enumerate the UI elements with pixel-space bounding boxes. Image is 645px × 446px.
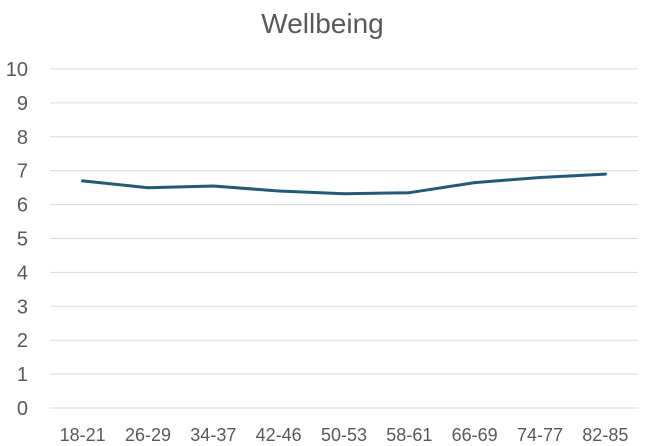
x-tick-label: 66-69: [452, 425, 498, 445]
y-tick-label: 3: [17, 296, 28, 318]
x-tick-label: 58-61: [386, 425, 432, 445]
data-point: [538, 175, 542, 179]
gridlines: [50, 68, 638, 409]
series-line: [81, 172, 607, 196]
x-axis-tick-labels: 18-21 26-29 34-37 42-46 50-53 58-61 66-69 74-77…: [60, 425, 629, 445]
x-tick-label: 18-21: [60, 425, 106, 445]
x-tick-label: 74-77: [517, 425, 563, 445]
y-tick-label: 2: [17, 330, 28, 352]
y-tick-label: 4: [17, 262, 28, 284]
data-point: [146, 186, 150, 190]
x-tick-label: 42-46: [256, 425, 302, 445]
y-tick-label: 1: [17, 364, 28, 386]
data-point: [603, 172, 607, 176]
y-tick-label: 6: [17, 195, 28, 217]
chart-title: Wellbeing: [261, 8, 384, 39]
x-tick-label: 50-53: [321, 425, 367, 445]
data-point: [277, 189, 281, 193]
data-point: [407, 191, 411, 195]
y-tick-label: 7: [17, 161, 28, 183]
data-point: [81, 179, 85, 183]
data-point: [211, 184, 215, 188]
x-tick-label: 26-29: [125, 425, 171, 445]
y-axis-tick-labels: 0 1 2 3 4 5 6 7 8 9 10: [6, 59, 28, 420]
x-tick-label: 34-37: [190, 425, 236, 445]
y-tick-label: 10: [6, 59, 28, 81]
y-tick-label: 5: [17, 229, 28, 251]
series-layer: [81, 172, 607, 196]
data-point: [342, 192, 346, 196]
y-tick-label: 9: [17, 93, 28, 115]
x-tick-label: 82-85: [582, 425, 628, 445]
y-tick-label: 8: [17, 127, 28, 149]
y-tick-label: 0: [17, 398, 28, 420]
data-point: [473, 181, 477, 185]
